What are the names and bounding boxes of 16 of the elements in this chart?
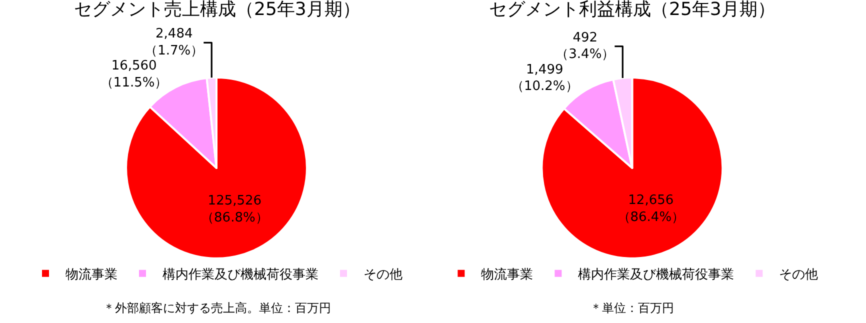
chart-title: セグメント利益構成（25年3月期）: [489, 0, 776, 20]
data-label: 12,656 （86.4%）: [617, 193, 685, 226]
legend-label: 物流事業: [66, 266, 118, 282]
text: ＊外部顧客に対する売上高。単位：百万円: [103, 301, 331, 315]
legend-label: その他: [779, 267, 818, 282]
slice-label: 物流事業: [481, 266, 534, 282]
data-label: 1,499 （10.2%）: [510, 62, 578, 94]
legend-label: 構内作業及び機械荷役事業: [578, 267, 734, 282]
data-label: 16,560 （11.5%）: [100, 58, 168, 90]
data-label: 492 （3.4%）: [556, 30, 615, 62]
chart-title: セグメント売上構成（25年3月期）: [74, 0, 360, 20]
data-label: 2,484 （1.7%）: [144, 26, 204, 59]
data-label: 125,526 （86.8%）: [201, 193, 268, 226]
legend-label: 構内作業及び機械荷役事業: [162, 267, 318, 282]
text: ＊単位：百万円: [590, 301, 674, 315]
legend-label: その他: [364, 267, 402, 282]
